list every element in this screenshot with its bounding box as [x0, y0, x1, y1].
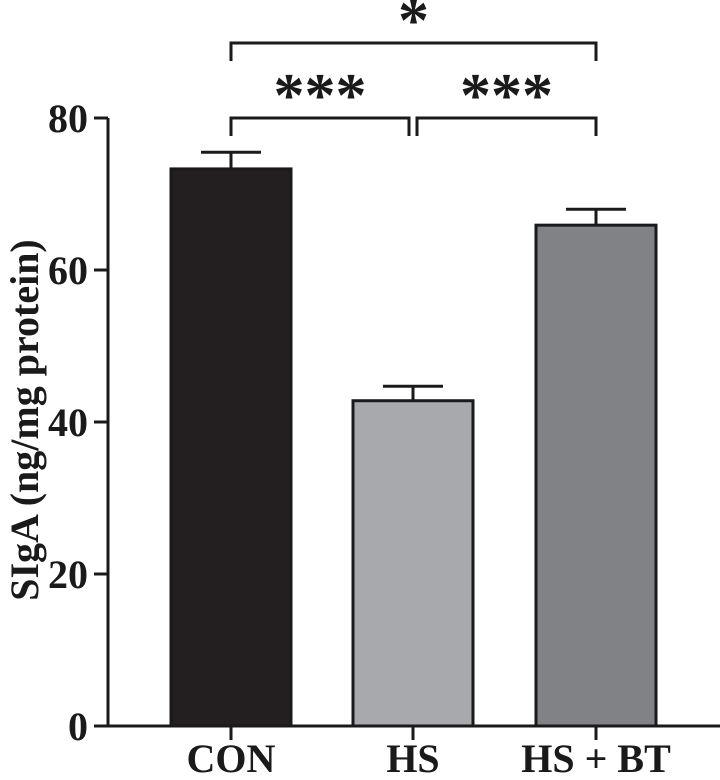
- significance-bracket: [229, 41, 598, 61]
- significance-label: *: [398, 0, 429, 55]
- significance-group: *** ****: [229, 0, 598, 136]
- x-labels-group: CON HS HS + BT: [187, 726, 671, 780]
- bars-group: [169, 167, 658, 728]
- y-tick-label: 20: [48, 552, 88, 597]
- y-tick-label: 0: [68, 704, 88, 749]
- bar: [169, 167, 293, 728]
- error-bars-group: [201, 150, 626, 401]
- significance-label: ***: [460, 62, 553, 130]
- x-tick-label: HS + BT: [521, 736, 671, 780]
- y-tick-label: 80: [48, 96, 88, 141]
- y-tick-label: 60: [48, 248, 88, 293]
- y-axis-title: SIgA (ng/mg protein): [2, 239, 47, 601]
- bar: [534, 223, 658, 728]
- x-tick-label: CON: [187, 736, 276, 780]
- significance-bracket: [415, 116, 598, 136]
- y-tick-label: 40: [48, 400, 88, 445]
- significance-label: ***: [274, 62, 367, 130]
- bar: [351, 399, 475, 728]
- x-tick-label: HS: [386, 736, 439, 780]
- y-ticks-group: 0 20 40 60 80: [48, 96, 108, 749]
- significance-bracket: [229, 116, 411, 136]
